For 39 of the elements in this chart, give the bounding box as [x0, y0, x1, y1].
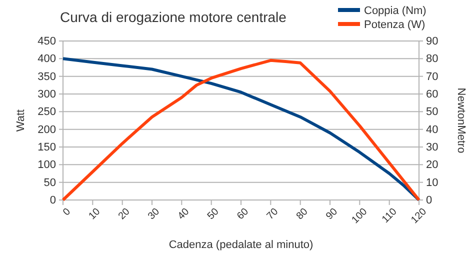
- y2-tick-label: 10: [426, 176, 438, 189]
- x-axis-title: Cadenza (pedalate al minuto): [168, 239, 314, 251]
- y2-tick-label: 20: [426, 159, 438, 172]
- x-tick-label: 90: [324, 206, 340, 222]
- y2-tick-label: 80: [426, 53, 438, 66]
- y-axis-title: Watt: [15, 109, 27, 132]
- x-tick-label: 110: [380, 206, 400, 226]
- y2-axis-title: NewtonMetro: [455, 88, 467, 154]
- y-tick-label: 450: [38, 36, 56, 48]
- y-tick-label: 250: [38, 106, 56, 118]
- x-tick-label: 20: [116, 206, 133, 222]
- legend-label: Coppia (Nm): [364, 5, 426, 17]
- y2-tick-label: 30: [426, 142, 438, 154]
- x-tick-label: 0: [61, 206, 74, 218]
- y-tick-label: 0: [50, 194, 56, 207]
- x-tick-label: 80: [294, 206, 311, 222]
- x-tick-label: 50: [206, 206, 222, 222]
- y2-tick-label: 90: [426, 36, 438, 48]
- chart-title: Curva di erogazione motore centrale: [60, 9, 287, 25]
- legend-label: Potenza (W): [364, 19, 426, 31]
- y2-tick-label: 40: [426, 124, 438, 136]
- x-tick-label: 40: [176, 206, 192, 222]
- y2-tick-label: 0: [426, 194, 432, 207]
- x-tick-label: 60: [235, 206, 252, 222]
- y-tick-label: 400: [38, 53, 56, 66]
- x-tick-label: 10: [86, 206, 103, 222]
- y-tick-label: 200: [38, 124, 56, 136]
- y2-tick-label: 60: [426, 88, 438, 101]
- y2-tick-label: 50: [426, 106, 438, 118]
- x-tick-label: 30: [146, 206, 162, 222]
- y-tick-label: 300: [38, 88, 56, 101]
- y-tick-label: 350: [38, 70, 56, 83]
- y-tick-label: 150: [38, 142, 56, 154]
- x-tick-label: 100: [350, 206, 370, 226]
- x-tick-label: 120: [409, 206, 430, 226]
- y2-tick-label: 70: [426, 70, 438, 83]
- y-tick-label: 100: [38, 159, 56, 172]
- y-tick-label: 50: [44, 176, 56, 189]
- x-tick-label: 70: [264, 206, 281, 222]
